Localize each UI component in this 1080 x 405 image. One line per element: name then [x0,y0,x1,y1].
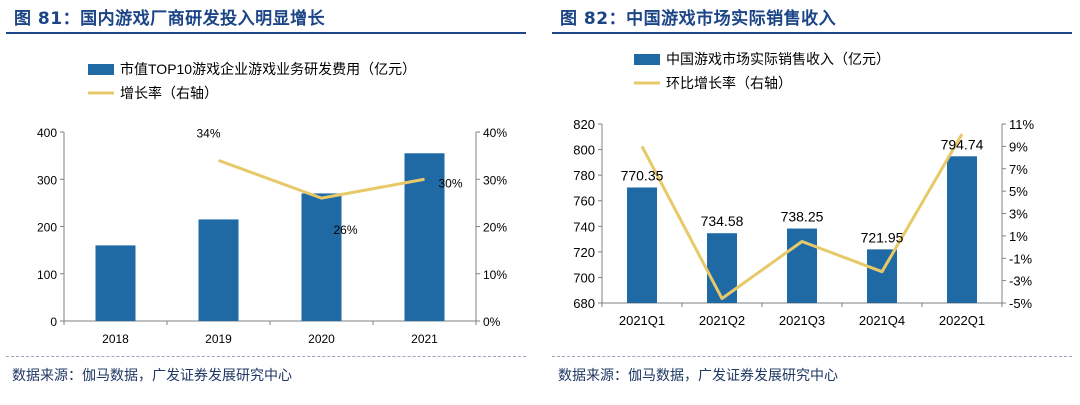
bar-mark [787,228,817,303]
right-tick-label: 3% [1009,207,1028,222]
growth-line [640,133,964,301]
figure-82-source: 数据来源：伽马数据，广发证券发展研究中心 [558,368,838,384]
left-tick-label: 820 [573,117,595,132]
right-tick-label: 20% [483,221,507,235]
legend-bar-swatch [634,54,660,65]
legend-bar-swatch [88,64,114,75]
x-tick-label: 2022Q1 [939,313,985,328]
left-tick-label: 800 [573,143,595,158]
legend-bar-label: 中国游戏市场实际销售收入（亿元） [666,51,890,67]
x-tick-label: 2021Q4 [859,313,905,328]
bar-mark [627,187,657,303]
bar-mark [198,219,239,321]
legend-line-label: 增长率（右轴） [120,85,218,101]
right-tick-label: 11% [1009,117,1034,132]
right-tick-label: 0% [483,315,501,329]
x-tick-label: 2018 [102,332,129,346]
x-tick-label: 2020 [308,332,335,346]
title-rule [6,32,526,34]
right-tick-label: -5% [1009,296,1033,311]
bar-data-label: 770.35 [621,167,664,183]
bar-mark [867,249,897,303]
left-tick-label: 760 [573,194,595,209]
bar-mark [301,193,342,321]
left-tick-label: 680 [573,296,595,311]
figure-81-panel: 图 81：国内游戏厂商研发投入明显增长 市值TOP10游戏企业游戏业务研发费用（… [6,0,526,405]
left-tick-label: 100 [37,268,57,282]
bar-data-label: 794.74 [941,136,984,152]
growth-line [217,158,425,200]
bottom-rule [552,356,1072,358]
x-tick-label: 2021Q2 [699,313,745,328]
bar-data-label: 738.25 [781,209,824,225]
left-tick-label: 720 [573,245,595,260]
legend-line-label: 环比增长率（右轴） [666,75,792,91]
right-tick-label: -3% [1009,274,1033,289]
right-tick-label: 10% [483,268,507,282]
bar-data-label: 734.58 [701,213,744,229]
figure-82-title: 图 82：中国游戏市场实际销售收入 [560,9,837,29]
left-tick-label: 780 [573,168,595,183]
right-tick-label: 1% [1009,229,1028,244]
right-tick-label: 30% [483,173,507,187]
bar-data-label: 721.95 [861,229,904,245]
figure-82-panel: 图 82：中国游戏市场实际销售收入 中国游戏市场实际销售收入（亿元） 环比增长率（… [552,0,1072,405]
market-revenue-chart: 中国游戏市场实际销售收入（亿元） 环比增长率（右轴） 680 700 720 740 760… [573,51,1034,328]
growth-data-label: 26% [333,223,357,237]
right-tick-label: 9% [1009,139,1028,154]
x-tick-label: 2019 [205,332,232,346]
bar-mark [95,245,136,321]
left-tick-label: 300 [37,173,57,187]
title-rule [552,32,1072,34]
x-tick-label: 2021Q1 [619,313,665,328]
left-tick-label: 0 [50,315,57,329]
growth-data-label: 30% [438,176,462,190]
right-tick-label: -1% [1009,251,1033,266]
rd-expense-chart: 市值TOP10游戏企业游戏业务研发费用（亿元） 增长率（右轴） 0 100 200 300… [37,61,507,346]
left-tick-label: 700 [573,270,595,285]
bar-mark [947,156,977,303]
left-tick-label: 200 [37,221,57,235]
x-tick-label: 2021 [411,332,438,346]
x-tick-label: 2021Q3 [779,313,825,328]
left-tick-label: 740 [573,219,595,234]
legend-bar-label: 市值TOP10游戏企业游戏业务研发费用（亿元） [120,61,416,77]
figure-81-source: 数据来源：伽马数据，广发证券发展研究中心 [12,368,292,384]
bottom-rule [6,356,526,358]
right-tick-label: 5% [1009,184,1028,199]
left-tick-label: 400 [37,126,57,140]
figure-81-title: 图 81：国内游戏厂商研发投入明显增长 [14,9,326,29]
growth-data-label: 34% [196,126,220,140]
right-tick-label: 7% [1009,162,1028,177]
right-tick-label: 40% [483,126,507,140]
